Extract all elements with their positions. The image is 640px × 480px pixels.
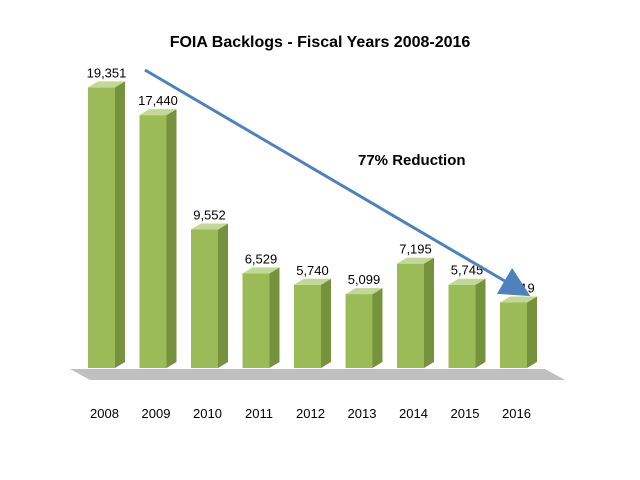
bar-top <box>242 267 280 274</box>
x-tick-label-2014: 2014 <box>399 406 428 421</box>
bar-front <box>397 263 424 368</box>
reduction-annotation: 77% Reduction <box>358 152 466 169</box>
bar-front <box>448 284 476 368</box>
bar-2009 <box>139 109 177 369</box>
bar-top <box>345 288 383 295</box>
bar-side <box>424 257 434 368</box>
x-tick-label-2009: 2009 <box>142 406 171 421</box>
bar-2008 <box>88 81 125 369</box>
bar-front <box>242 273 270 368</box>
trend-arrow <box>144 68 531 297</box>
bar-top <box>294 278 331 285</box>
bar-2015 <box>448 278 486 368</box>
bar-side <box>475 278 486 368</box>
x-tick-label-2015: 2015 <box>451 406 480 421</box>
bar-side <box>527 296 537 368</box>
bar-2013 <box>345 288 383 368</box>
value-label-2012: 5,740 <box>296 263 329 278</box>
value-label-2011: 6,529 <box>245 251 278 266</box>
value-label-2015: 5,745 <box>451 263 484 278</box>
x-tick-label-2010: 2010 <box>193 406 222 421</box>
bar-2011 <box>242 267 280 368</box>
bars-layer <box>88 81 537 369</box>
chart-floor <box>70 369 565 380</box>
x-tick-label-2011: 2011 <box>245 406 273 421</box>
bar-front <box>294 284 321 368</box>
bar-front <box>500 302 527 368</box>
bar-2014 <box>397 257 434 368</box>
value-label-2013: 5,099 <box>348 272 381 287</box>
bar-front <box>191 229 218 368</box>
x-axis-labels: 2008 2009 2010 2011 2012 2013 2014 2015 2016 <box>90 406 531 421</box>
bar-front <box>345 294 373 368</box>
bar-2012 <box>294 278 331 368</box>
value-label-2010: 9,552 <box>193 207 226 222</box>
bar-front <box>88 87 115 369</box>
value-label-2008: 19,351 <box>87 65 127 80</box>
value-label-2009: 17,440 <box>138 93 178 108</box>
bar-front <box>139 115 167 369</box>
x-tick-label-2008: 2008 <box>90 406 119 421</box>
bar-top <box>139 109 177 116</box>
bar-2016 <box>500 296 537 368</box>
bar-side <box>372 288 383 368</box>
x-tick-label-2016: 2016 <box>502 406 531 421</box>
x-tick-label-2013: 2013 <box>348 406 377 421</box>
bar-top <box>448 278 486 285</box>
bar-top <box>88 81 125 88</box>
bar-side <box>218 223 228 368</box>
bar-side <box>115 81 125 369</box>
bar-top <box>500 296 537 303</box>
bar-top <box>397 257 434 264</box>
bar-2010 <box>191 223 228 368</box>
bar-top <box>191 223 228 230</box>
chart-title: FOIA Backlogs - Fiscal Years 2008-2016 <box>169 34 471 51</box>
bar-side <box>321 278 331 368</box>
value-label-2014: 7,195 <box>399 242 432 257</box>
bar-side <box>269 267 280 368</box>
bar-side <box>166 109 177 369</box>
x-tick-label-2012: 2012 <box>296 406 325 421</box>
